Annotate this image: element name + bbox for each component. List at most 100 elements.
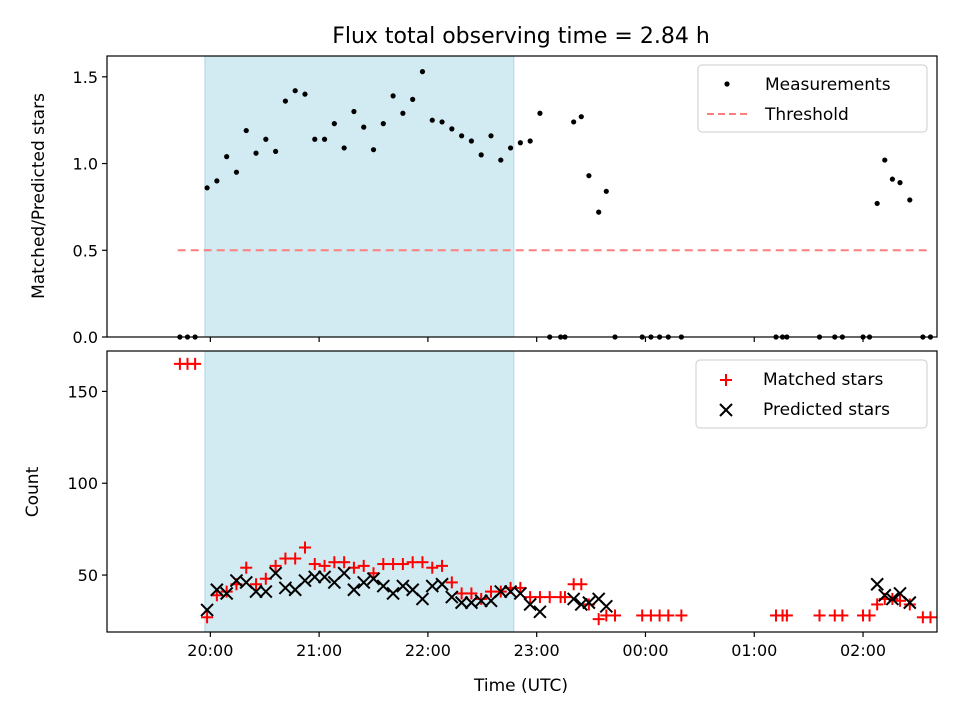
measurement-point [400,110,406,116]
measurement-point [449,126,455,132]
measurement-point [517,140,523,146]
predicted-stars-point [366,572,381,586]
predicted-stars-point [347,583,361,597]
count-y-tick-label: 150 [67,382,98,401]
matched-stars-point [780,609,793,622]
measurement-point [468,138,475,144]
matched-stars-point [308,558,321,571]
ratio-legend-box [697,64,928,133]
measurement-point [292,88,298,94]
predicted-stars-point [268,566,283,580]
predicted-stars-point [903,595,917,610]
measurement-point [571,119,577,125]
measurement-point [439,119,445,125]
matched-stars-point [269,559,282,572]
x-tick-label: 23:00 [514,641,560,660]
x-axis-label: Time (UTC) [473,676,568,696]
matched-stars-point [813,609,826,622]
predicted-stars-point [308,570,322,584]
measurement-point [233,169,240,175]
measurement-point [419,69,426,75]
count-panel-frame [106,350,938,633]
predicted-stars-point [474,594,488,608]
measurement-point [897,180,903,186]
matched-stars-point [514,581,527,594]
measurement-point [907,197,913,203]
ratio-y-tick-label: 0.0 [73,328,98,347]
matched-stars-point [836,609,849,622]
predicted-stars-point [445,590,459,604]
matched-stars-point [250,578,263,591]
matched-stars-point [445,576,458,589]
predicted-stars-point [415,592,430,606]
predicted-stars-point [249,584,263,599]
x-tick-label: 21:00 [296,641,342,660]
predicted-stars-point [337,566,351,580]
x-tick-label: 02:00 [840,641,886,660]
matched-stars-point [465,587,478,600]
measurement-point [889,176,895,182]
measurement-point [224,154,230,160]
chart-title: Flux total observing time = 2.84 h [332,24,710,49]
legend-matched-marker [720,374,732,386]
predicted-stars-point [523,597,537,612]
measurement-point [429,117,435,123]
matched-stars-point [924,611,937,624]
matched-stars-point [609,609,622,622]
count-legend-box [695,359,928,429]
legend-threshold-label: Threshold [764,105,849,125]
predicted-stars-point [298,573,312,588]
count-y-axis-label: Count [23,466,43,517]
matched-stars-point [318,559,331,572]
measurement-point [312,136,318,142]
predicted-stars-point [566,592,581,606]
predicted-stars-point [357,575,371,590]
matched-stars-point [436,559,449,572]
measurement-point [351,108,357,115]
matched-stars-point [903,598,916,611]
ratio-y-axis-label: Matched/Predicted stars [29,93,49,299]
predicted-stars-point [210,583,224,597]
predicted-stars-point [376,579,391,593]
predicted-stars-point [454,595,469,610]
legend-predicted-marker [719,403,733,417]
ratio-panel-frame [106,55,938,338]
predicted-stars-point [219,586,234,601]
count-legend: Matched stars Predicted stars [695,359,928,429]
matched-stars-point [240,561,253,574]
predicted-stars-point [878,588,892,602]
measurement-point [204,185,210,191]
measurement-point [410,96,416,102]
matched-stars-point [558,591,571,604]
ratio-y-tick-label: 1.5 [73,68,98,87]
ratio-y-tick-label: 1.0 [73,155,98,174]
ratio-legend: Measurements Threshold [697,64,928,133]
ratio-y-tick-label: 0.5 [73,241,98,260]
count-y-tick-label: 50 [78,566,98,585]
measurement-point [243,127,249,134]
matched-stars-point [357,559,370,572]
legend-measurements-marker [724,81,730,87]
matched-stars-point [220,585,233,598]
predicted-stars-point [513,586,528,601]
legend-measurements-label: Measurements [765,75,891,95]
measurement-point [282,98,289,104]
measurement-point [459,133,465,139]
matched-stars-point [298,541,311,554]
measurement-point [380,121,386,127]
x-tick-label: 22:00 [405,641,451,660]
predicted-stars-point [494,584,508,599]
measurement-point [370,147,377,153]
predicted-stars-point [435,577,449,591]
predicted-stars-point [396,579,410,593]
count-observing-window [204,351,514,632]
measurement-point [498,157,504,163]
count-panel: 20:00 21:00 22:00 23:00 00:00 01:00 02:00 50 10… [23,350,938,660]
matched-stars-point [189,357,202,370]
matched-stars-point [426,561,439,574]
x-tick-label: 00:00 [622,641,668,660]
matched-stars-point [210,589,223,602]
measurement-point [273,148,279,155]
matched-stars-point [201,611,214,624]
